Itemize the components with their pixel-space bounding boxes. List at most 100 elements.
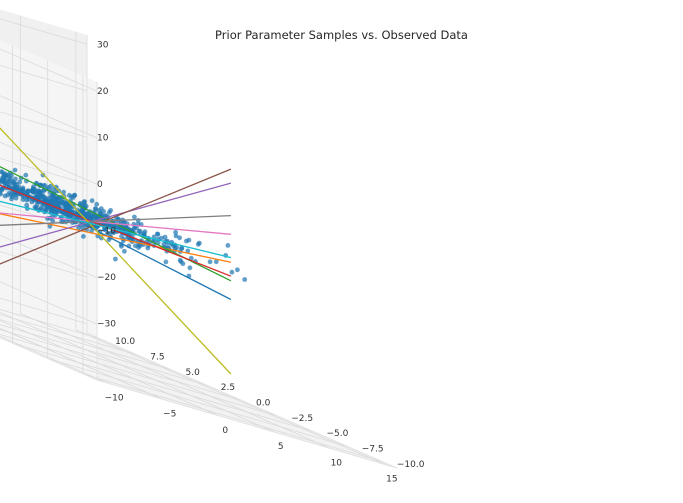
y-tick-label: 10.0 xyxy=(115,337,135,347)
z-grid-left xyxy=(0,281,98,325)
observed-point xyxy=(177,257,183,263)
observed-point xyxy=(185,248,191,254)
observed-point xyxy=(229,269,235,275)
observed-point xyxy=(17,179,22,185)
prior-line xyxy=(0,214,231,226)
observed-point xyxy=(163,259,169,265)
y-tick-label: −2.5 xyxy=(291,414,313,424)
observed-point xyxy=(242,277,248,282)
observed-point xyxy=(40,172,46,178)
observed-point xyxy=(225,243,231,248)
z-grid-left xyxy=(0,95,98,139)
y-grid-floor xyxy=(0,314,137,355)
observed-point xyxy=(42,183,48,188)
observed-point xyxy=(40,192,45,198)
observed-point xyxy=(207,259,213,265)
z-grid-left xyxy=(0,48,98,92)
y-grid-floor xyxy=(0,324,207,386)
z-tick-label: −10 xyxy=(97,227,116,237)
observed-point xyxy=(23,172,29,178)
prior-line xyxy=(0,200,232,259)
observed-point xyxy=(177,235,183,241)
y-axis-line xyxy=(86,332,398,469)
observed-point xyxy=(43,198,49,204)
y-grid-floor xyxy=(82,373,384,463)
z-tick-label: 10 xyxy=(97,133,109,143)
observed-point xyxy=(105,230,110,236)
observed-point xyxy=(2,193,8,199)
observed-point xyxy=(186,237,192,243)
y-tick-label: −5.0 xyxy=(327,429,349,439)
observed-point xyxy=(24,202,30,208)
x-tick-label: 0 xyxy=(222,426,228,436)
y-tick-label: 2.5 xyxy=(221,383,235,393)
prior-line xyxy=(0,127,232,375)
y-grid-floor xyxy=(47,358,348,447)
observed-point xyxy=(9,173,14,179)
observed-point xyxy=(173,229,179,235)
observed-point xyxy=(66,192,72,198)
observed-point xyxy=(142,229,148,235)
z-tick-label: 0 xyxy=(97,180,103,190)
z-grid-back xyxy=(0,297,88,325)
observed-point xyxy=(101,209,106,214)
z-grid-back xyxy=(0,64,88,92)
observed-point xyxy=(61,199,67,205)
left-floor-edge xyxy=(0,337,98,381)
y-grid-floor xyxy=(0,309,102,340)
x-tick-label: −10 xyxy=(105,393,124,403)
tick-labels: −10 −5 0 5 10 15−10.0 −7.5 −5.0 −2.5 0.0 2.5 5.0 7.5… xyxy=(97,40,425,484)
observed-point xyxy=(50,197,56,203)
observed-point xyxy=(94,201,100,207)
x-axis-line xyxy=(96,379,398,469)
observed-point xyxy=(7,190,12,196)
z-tick-label: −20 xyxy=(97,273,116,283)
x-tick-label: 15 xyxy=(386,475,397,485)
observed-point xyxy=(72,192,78,198)
x-tick-label: 10 xyxy=(331,458,343,468)
chart-title: Prior Parameter Samples vs. Observed Dat… xyxy=(215,28,468,42)
observed-point xyxy=(122,248,127,254)
observed-point xyxy=(10,181,16,187)
y-tick-label: 5.0 xyxy=(186,368,201,378)
observed-point xyxy=(54,202,60,208)
observed-point xyxy=(173,233,179,239)
observed-point xyxy=(13,176,18,182)
z-tick-label: 30 xyxy=(97,40,109,50)
observed-point xyxy=(112,223,117,229)
prior-line xyxy=(0,213,232,263)
observed-point xyxy=(188,255,194,261)
observed-point xyxy=(29,199,35,205)
observed-point xyxy=(136,228,142,234)
x-tick-label: −5 xyxy=(163,410,176,420)
observed-point xyxy=(132,214,137,220)
prior-lines xyxy=(0,127,232,375)
observed-point xyxy=(9,196,14,202)
observed-point xyxy=(12,167,18,173)
observed-point xyxy=(155,231,160,237)
z-tick-label: 20 xyxy=(97,87,109,97)
observed-point xyxy=(195,241,201,247)
observed-point xyxy=(235,267,240,273)
prior-line xyxy=(0,180,232,301)
z-grid-left xyxy=(0,234,98,278)
z-grid-left xyxy=(0,141,98,185)
z-grid-back xyxy=(0,111,88,138)
z-grid-back xyxy=(0,158,88,185)
observed-point xyxy=(0,169,4,175)
y-tick-label: 0.0 xyxy=(256,399,271,409)
observed-point xyxy=(179,246,185,251)
observed-point xyxy=(34,202,40,207)
observed-point xyxy=(61,189,66,195)
y-tick-label: −10.0 xyxy=(397,460,425,470)
y-grid-floor xyxy=(0,319,172,371)
y-tick-label: −7.5 xyxy=(362,445,384,455)
observed-point xyxy=(162,234,168,240)
observed-point xyxy=(213,259,219,265)
z-grid-back xyxy=(0,18,88,45)
observed-point xyxy=(113,256,118,262)
observed-point xyxy=(187,265,193,271)
observed-point xyxy=(80,209,86,215)
observed-point xyxy=(20,185,26,191)
